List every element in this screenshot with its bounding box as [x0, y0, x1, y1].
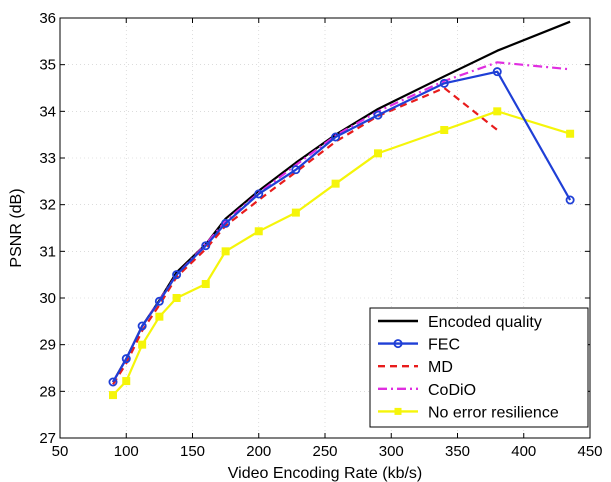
data-point [439, 78, 449, 88]
data-point [291, 165, 301, 175]
data-point [565, 195, 575, 205]
series-no-error-resilience [109, 107, 575, 400]
data-point [221, 247, 230, 256]
y-tick-label: 31 [39, 243, 56, 260]
data-point [493, 107, 502, 116]
data-point [108, 377, 118, 387]
legend: Encoded quality FEC MD CoDiO No error resili… [369, 307, 589, 428]
series-line-md [112, 86, 498, 385]
legend-label: CoDiO [428, 382, 476, 399]
y-tick-label: 33 [39, 150, 56, 167]
y-axis-ticks: 27 28 29 30 31 32 33 34 35 36 [39, 10, 590, 447]
x-tick-label: 450 [577, 443, 602, 460]
y-tick-label: 29 [39, 337, 56, 354]
y-axis-label: PSNR (dB) [8, 188, 25, 267]
x-tick-label: 100 [114, 443, 139, 460]
legend-item-encoded-quality: Encoded quality [378, 314, 542, 331]
x-axis-label: Video Encoding Rate (kb/s) [228, 465, 422, 482]
data-point [172, 270, 182, 280]
x-tick-label: 300 [379, 443, 404, 460]
legend-item-codio: CoDiO [378, 382, 476, 399]
data-point [374, 149, 382, 158]
x-tick-label: 350 [445, 443, 470, 460]
x-tick-label: 200 [246, 443, 271, 460]
plot-frame [59, 17, 591, 439]
series-fec [108, 67, 575, 387]
series-lines [108, 20, 575, 400]
legend-label: Encoded quality [428, 314, 542, 331]
data-point [492, 67, 502, 77]
data-point [331, 132, 341, 142]
data-point [201, 280, 210, 288]
data-point [155, 312, 164, 321]
legend-marker [393, 339, 403, 349]
legend-box [369, 307, 589, 428]
y-tick-label: 35 [39, 57, 56, 74]
y-tick-label: 28 [39, 383, 56, 400]
y-tick-label: 34 [39, 103, 56, 120]
x-axis-ticks: 50 100 150 200 250 300 350 400 450 [52, 18, 603, 460]
y-tick-label: 30 [39, 290, 56, 307]
series-line-fec [112, 70, 572, 383]
data-point [221, 218, 231, 228]
series-md [112, 86, 498, 385]
data-point [566, 129, 575, 138]
data-point [137, 321, 147, 331]
data-point [121, 354, 131, 364]
data-point [201, 241, 211, 251]
legend-label: MD [428, 359, 453, 376]
data-point [172, 294, 181, 302]
data-point [440, 126, 449, 134]
data-point [154, 296, 164, 306]
x-tick-label: 250 [312, 443, 337, 460]
x-tick-label: 50 [52, 443, 69, 460]
data-point [122, 377, 131, 386]
y-tick-label: 32 [39, 197, 56, 214]
data-point [138, 340, 147, 349]
legend-label: No error resilience [428, 404, 559, 421]
legend-marker [394, 407, 402, 415]
data-point [291, 208, 300, 217]
data-point [331, 179, 340, 188]
x-tick-label: 150 [180, 443, 205, 460]
legend-item-no-error-resilience: No error resilience [378, 404, 559, 421]
data-point [254, 189, 264, 199]
legend-item-md: MD [378, 359, 453, 376]
y-tick-label: 36 [39, 10, 56, 27]
data-point [373, 110, 383, 120]
legend-label: FEC [428, 337, 460, 354]
y-tick-label: 27 [39, 430, 56, 447]
x-tick-label: 400 [511, 443, 536, 460]
data-point [109, 391, 117, 400]
legend-item-fec: FEC [378, 337, 460, 354]
data-point [254, 227, 263, 236]
series-line-no-error-resilience [112, 110, 571, 396]
